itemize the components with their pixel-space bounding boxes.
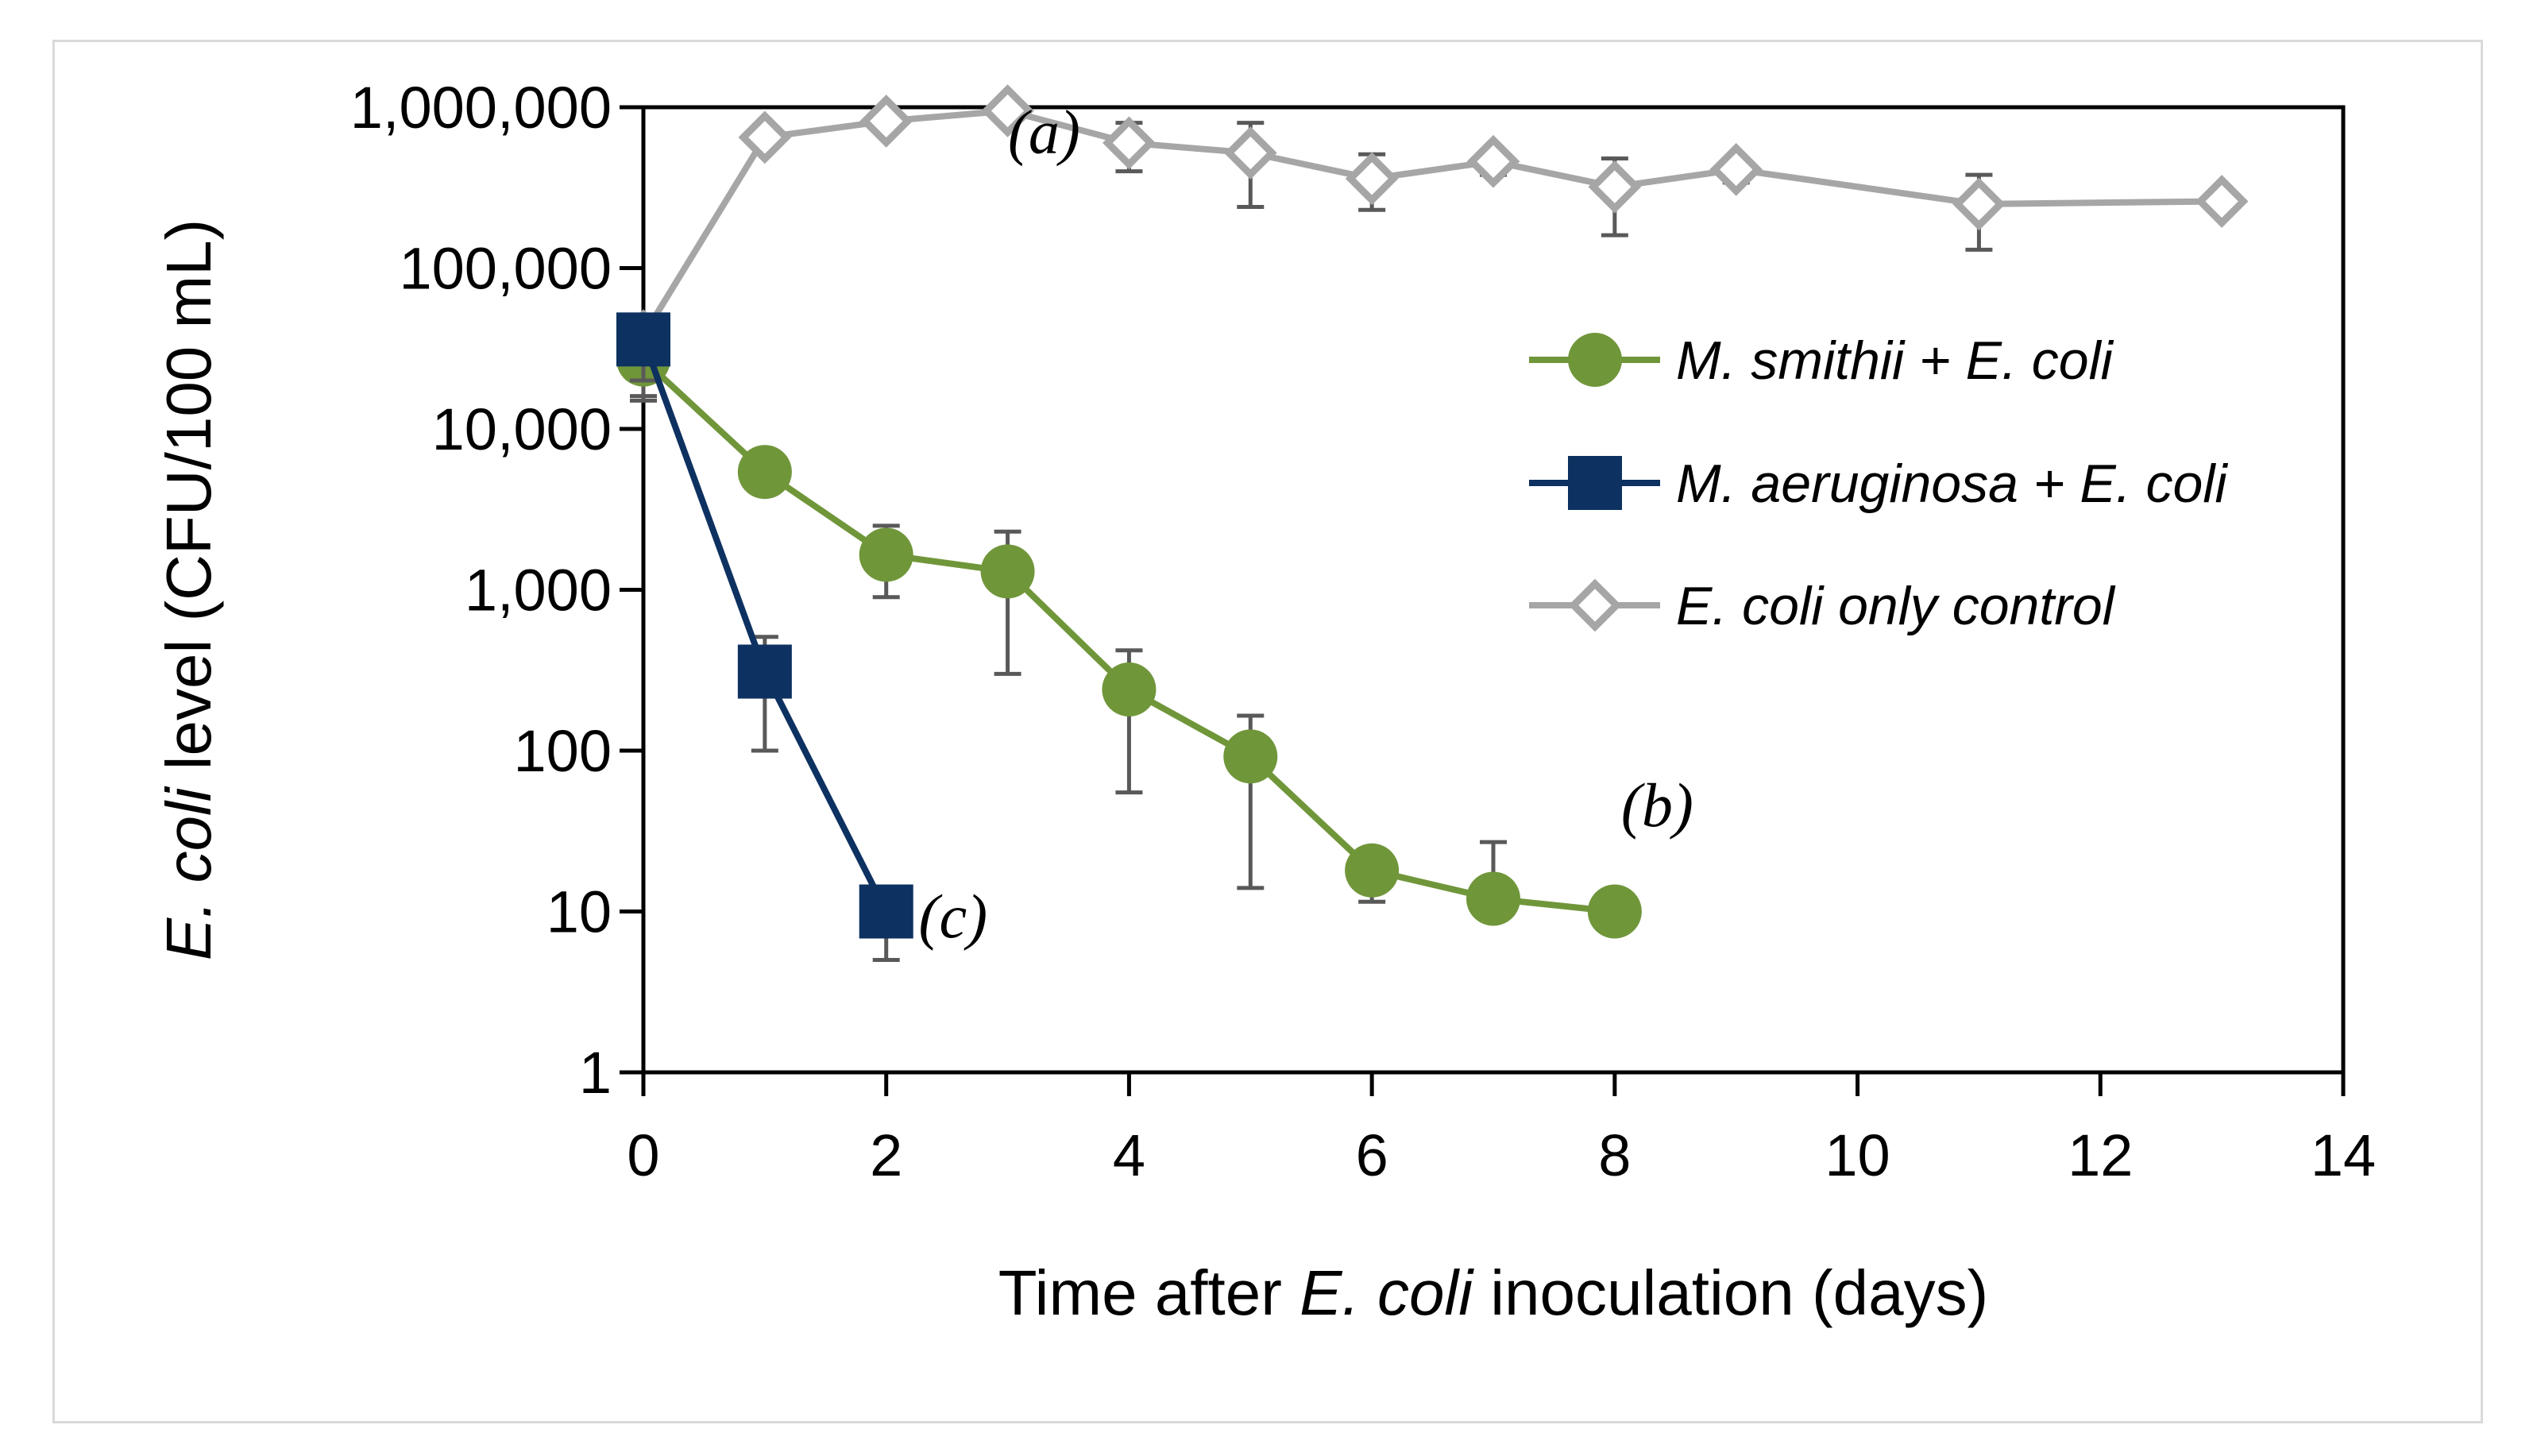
data-point	[1587, 884, 1642, 939]
data-point	[981, 84, 1034, 137]
x-axis: 0 2 4 6 8 10 12 14	[627, 1072, 2376, 1188]
data-point	[2195, 175, 2249, 228]
legend-label: M. aeruginosa + E. coli	[1676, 454, 2228, 514]
y-tick-label: 10	[546, 879, 612, 945]
data-point	[859, 884, 913, 939]
y-tick-label: 10,000	[432, 396, 612, 462]
legend-marker	[1568, 578, 1622, 632]
data-point	[1952, 177, 2006, 231]
data-point	[859, 527, 913, 582]
y-axis-title: E. coli level (CFU/100 mL)	[153, 219, 224, 961]
x-tick-label: 14	[2311, 1122, 2376, 1188]
series-layer	[616, 84, 2249, 962]
legend: M. smithii + E. coli M. aeruginosa + E. c…	[1529, 330, 2228, 636]
legend-item: M. aeruginosa + E. coli	[1529, 454, 2228, 514]
data-point	[737, 644, 792, 699]
annotation-label: (b)	[1621, 770, 1693, 840]
annotation-label: (c)	[918, 882, 987, 951]
data-point	[1223, 126, 1277, 180]
series-line	[640, 338, 890, 913]
chart-frame	[52, 40, 2483, 1423]
data-point	[738, 110, 792, 164]
data-point	[1466, 134, 1520, 188]
series-smithii	[616, 332, 1642, 939]
data-point	[616, 312, 670, 367]
data-point	[1223, 729, 1278, 784]
x-tick-label: 4	[1113, 1122, 1145, 1188]
data-point	[1345, 152, 1399, 206]
data-point	[980, 544, 1035, 599]
data-point	[1102, 662, 1157, 717]
x-axis-title: Time after E. coli inoculation (days)	[998, 1257, 1988, 1328]
annotations: (a) (b) (c)	[918, 98, 1693, 952]
x-tick-label: 2	[870, 1122, 902, 1188]
x-tick-label: 12	[2068, 1122, 2133, 1188]
legend-marker	[1568, 333, 1622, 387]
y-tick-label: 1	[579, 1040, 612, 1106]
legend-item: M. smithii + E. coli	[1529, 330, 2114, 391]
series-aeruginosa	[616, 312, 913, 962]
legend-label: E. coli only control	[1676, 576, 2116, 636]
series-line	[641, 357, 1616, 915]
data-point	[1588, 160, 1642, 214]
y-tick-label: 100,000	[400, 236, 612, 302]
legend-item: E. coli only control	[1529, 576, 2116, 636]
y-tick-label: 100	[514, 718, 612, 784]
y-axis: 1 10 100 1,000 10,000 100,000 1,000,000	[350, 75, 643, 1106]
legend-marker	[1568, 456, 1622, 510]
x-tick-label: 8	[1598, 1122, 1631, 1188]
x-tick-label: 10	[1825, 1122, 1890, 1188]
data-point	[859, 95, 913, 148]
data-point	[1345, 843, 1400, 898]
x-tick-label: 0	[627, 1122, 659, 1188]
data-point	[1466, 871, 1520, 926]
data-point	[737, 445, 792, 500]
y-tick-label: 1,000	[465, 558, 612, 624]
x-tick-label: 6	[1356, 1122, 1388, 1188]
data-point	[1103, 116, 1156, 170]
data-point	[1709, 143, 1763, 196]
legend-label: M. smithii + E. coli	[1676, 330, 2114, 391]
y-tick-label: 1,000,000	[350, 75, 612, 141]
annotation-label: (a)	[1008, 98, 1080, 167]
